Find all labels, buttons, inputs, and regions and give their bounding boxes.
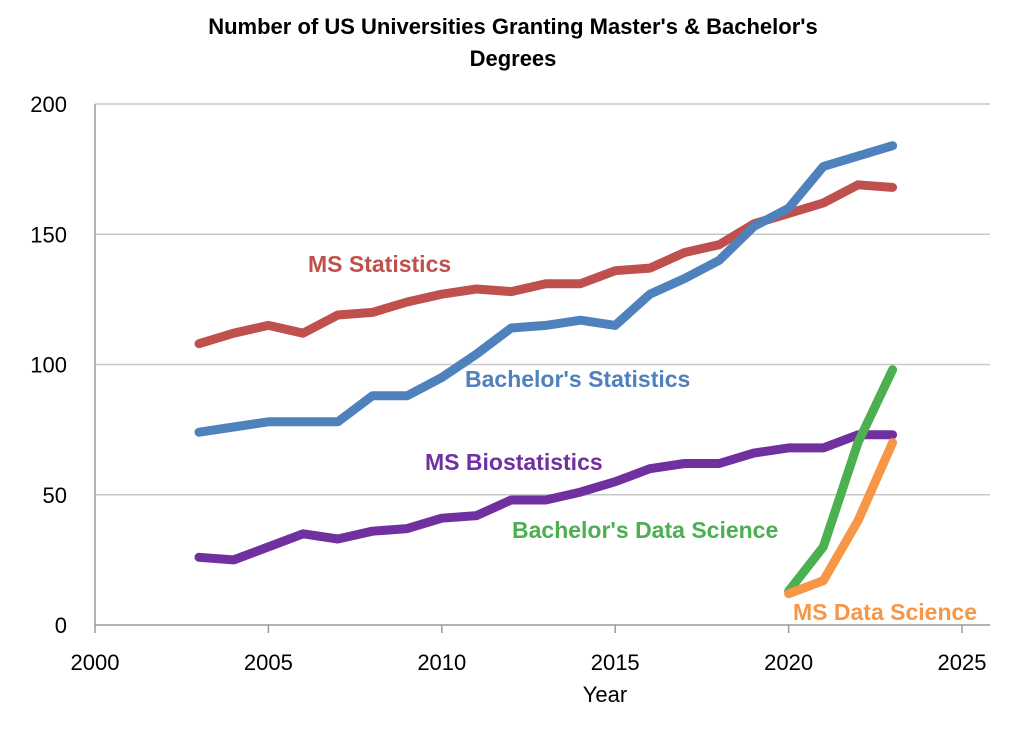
y-tick-label: 0 xyxy=(55,613,67,638)
x-tick-label: 2015 xyxy=(591,650,640,675)
chart-title-line-1: Number of US Universities Granting Maste… xyxy=(208,14,818,39)
series-label-bachelors-statistics: Bachelor's Statistics xyxy=(465,366,690,392)
y-tick-label: 200 xyxy=(30,92,67,117)
series-labels: MS Statistics Bachelor's Statistics MS B… xyxy=(308,251,977,625)
x-tick-label: 2000 xyxy=(71,650,120,675)
tick-labels: 0 50 100 150 200 2000 2005 2010 2015 2020 2025 xyxy=(30,92,986,675)
series-label-ms-biostatistics: MS Biostatistics xyxy=(425,449,603,475)
x-tick-label: 2010 xyxy=(417,650,466,675)
y-tick-label: 100 xyxy=(30,353,67,378)
x-tick-label: 2005 xyxy=(244,650,293,675)
axes xyxy=(94,104,990,633)
x-axis-label: Year xyxy=(583,682,627,707)
series-lines xyxy=(194,141,898,599)
series-line-ms-biostatistics xyxy=(194,430,898,565)
series-line-ms-data-science xyxy=(784,438,898,599)
series-line-bachelor-s-statistics xyxy=(194,141,898,437)
chart-title-line-2: Degrees xyxy=(470,46,557,71)
x-tick-label: 2025 xyxy=(938,650,987,675)
series-label-ms-data-science: MS Data Science xyxy=(793,599,977,625)
x-tick-label: 2020 xyxy=(764,650,813,675)
series-line-bachelor-s-data-science xyxy=(784,365,898,596)
series-label-ms-statistics: MS Statistics xyxy=(308,251,451,277)
y-tick-label: 50 xyxy=(43,483,67,508)
series-label-bachelors-data-science: Bachelor's Data Science xyxy=(512,517,778,543)
y-tick-label: 150 xyxy=(30,222,67,247)
